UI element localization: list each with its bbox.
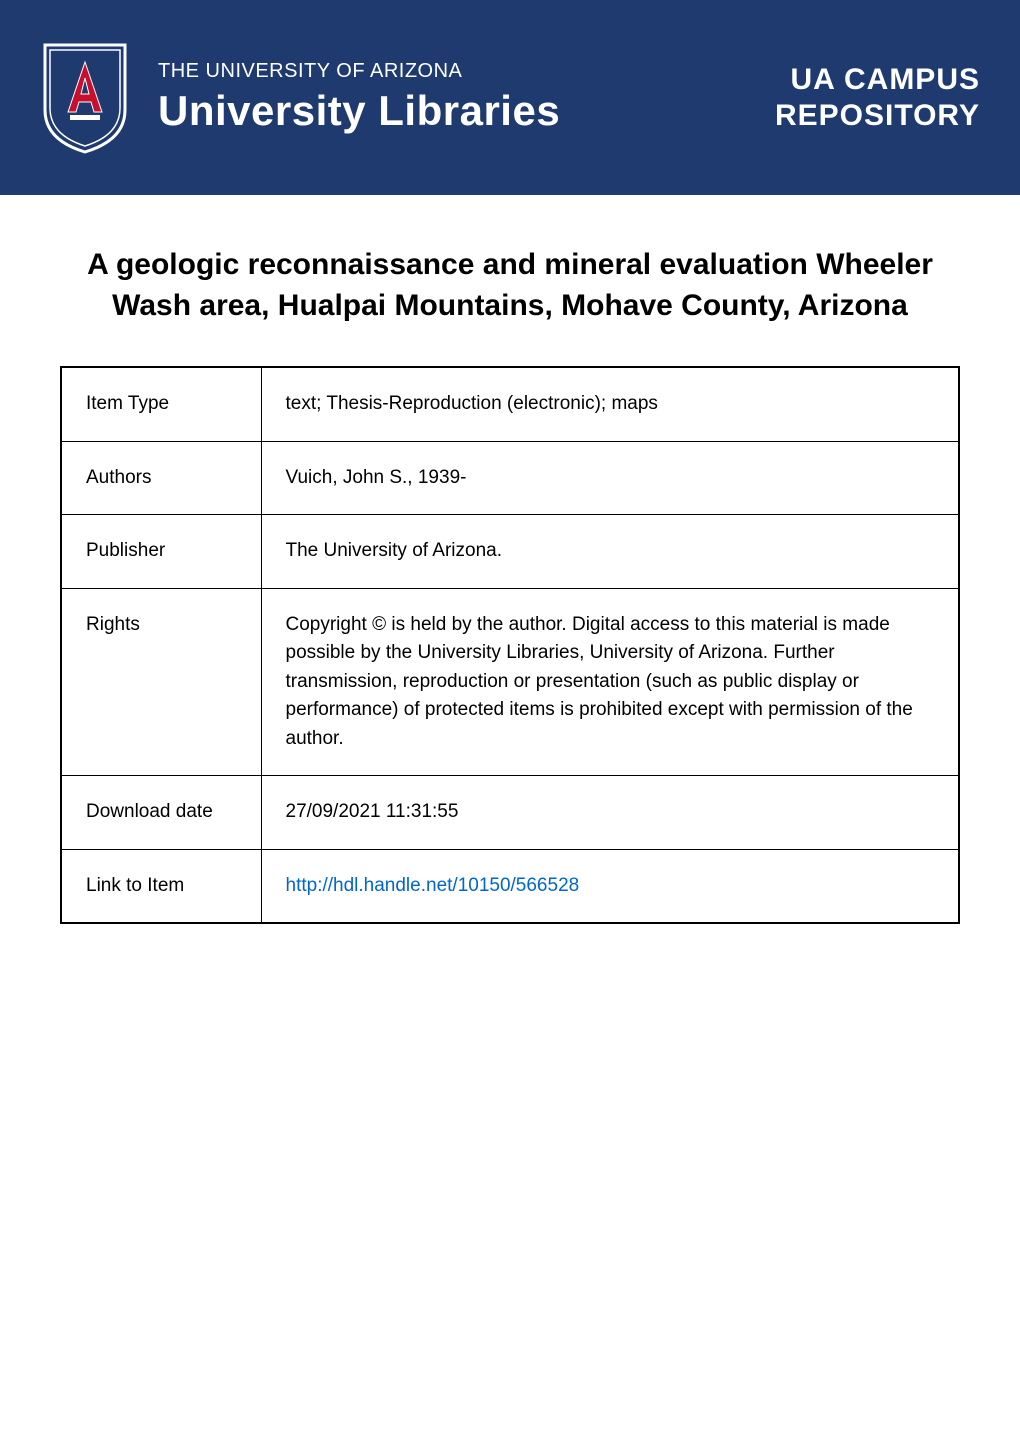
banner-left: THE UNIVERSITY OF ARIZONA University Lib… bbox=[30, 33, 560, 163]
meta-value: Vuich, John S., 1939- bbox=[261, 441, 959, 515]
item-link[interactable]: http://hdl.handle.net/10150/566528 bbox=[286, 875, 580, 896]
banner-subtitle: THE UNIVERSITY OF ARIZONA bbox=[158, 60, 560, 83]
ua-shield-logo bbox=[30, 33, 140, 163]
meta-label: Item Type bbox=[61, 367, 261, 441]
shield-icon bbox=[40, 40, 130, 155]
metadata-table: Item Type text; Thesis-Reproduction (ele… bbox=[60, 366, 960, 924]
table-row: Download date 27/09/2021 11:31:55 bbox=[61, 776, 959, 850]
table-row: Rights Copyright © is held by the author… bbox=[61, 588, 959, 776]
meta-label: Download date bbox=[61, 776, 261, 850]
meta-value: text; Thesis-Reproduction (electronic); … bbox=[261, 367, 959, 441]
meta-value: 27/09/2021 11:31:55 bbox=[261, 776, 959, 850]
document-title: A geologic reconnaissance and mineral ev… bbox=[60, 245, 960, 326]
meta-value: Copyright © is held by the author. Digit… bbox=[261, 588, 959, 776]
table-row: Item Type text; Thesis-Reproduction (ele… bbox=[61, 367, 959, 441]
meta-label: Publisher bbox=[61, 515, 261, 589]
table-row: Link to Item http://hdl.handle.net/10150… bbox=[61, 849, 959, 923]
metadata-tbody: Item Type text; Thesis-Reproduction (ele… bbox=[61, 367, 959, 923]
campus-line1: UA CAMPUS bbox=[775, 62, 980, 98]
table-row: Publisher The University of Arizona. bbox=[61, 515, 959, 589]
content-area: A geologic reconnaissance and mineral ev… bbox=[0, 195, 1020, 974]
meta-label: Link to Item bbox=[61, 849, 261, 923]
campus-line2: REPOSITORY bbox=[775, 98, 980, 134]
header-banner: THE UNIVERSITY OF ARIZONA University Lib… bbox=[0, 0, 1020, 195]
banner-text: THE UNIVERSITY OF ARIZONA University Lib… bbox=[158, 60, 560, 135]
table-row: Authors Vuich, John S., 1939- bbox=[61, 441, 959, 515]
banner-main-title: University Libraries bbox=[158, 87, 560, 135]
meta-label: Rights bbox=[61, 588, 261, 776]
meta-value-link: http://hdl.handle.net/10150/566528 bbox=[261, 849, 959, 923]
meta-value: The University of Arizona. bbox=[261, 515, 959, 589]
meta-label: Authors bbox=[61, 441, 261, 515]
banner-right: UA CAMPUS REPOSITORY bbox=[775, 62, 980, 134]
